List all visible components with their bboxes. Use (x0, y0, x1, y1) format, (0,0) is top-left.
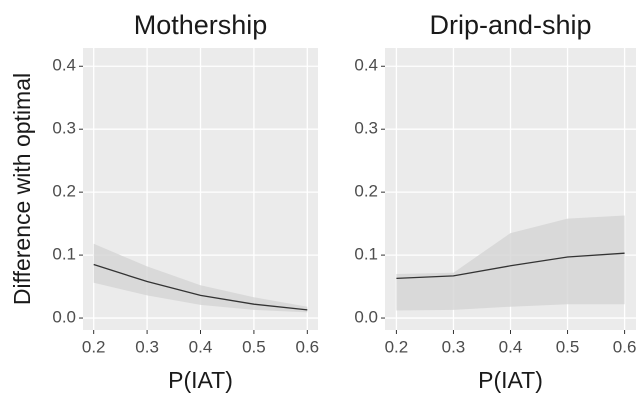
x-axis-label: P(IAT) (478, 367, 543, 393)
x-axis-label: P(IAT) (168, 367, 233, 393)
y-tick-label: 0.1 (52, 245, 76, 264)
y-tick-label: 0.3 (52, 119, 76, 138)
y-tick-label: 0.2 (52, 182, 76, 201)
x-tick-label: 0.3 (442, 337, 466, 356)
ribbon (396, 215, 625, 311)
x-tick-label: 0.5 (556, 337, 580, 356)
y-tick-label: 0.4 (52, 56, 76, 75)
y-tick-label: 0.0 (354, 308, 378, 327)
y-tick-label: 0.3 (354, 119, 378, 138)
x-tick-label: 0.2 (82, 337, 106, 356)
y-tick-label: 0.4 (354, 56, 378, 75)
y-axis-label: Difference with optimal (9, 73, 35, 305)
y-tick-label: 0.0 (52, 308, 76, 327)
ribbon (93, 243, 308, 313)
x-tick-label: 0.2 (385, 337, 409, 356)
x-tick-label: 0.6 (613, 337, 637, 356)
x-tick-label: 0.5 (242, 337, 266, 356)
line (93, 263, 308, 311)
x-tick-label: 0.6 (295, 337, 319, 356)
x-tick-label: 0.4 (189, 337, 213, 356)
line (396, 252, 625, 280)
x-tick-label: 0.3 (135, 337, 159, 356)
panel-title: Drip-and-ship (429, 10, 591, 40)
panel-title: Mothership (134, 10, 268, 40)
y-tick-label: 0.2 (354, 182, 378, 201)
y-tick-label: 0.1 (354, 245, 378, 264)
x-tick-label: 0.4 (499, 337, 523, 356)
